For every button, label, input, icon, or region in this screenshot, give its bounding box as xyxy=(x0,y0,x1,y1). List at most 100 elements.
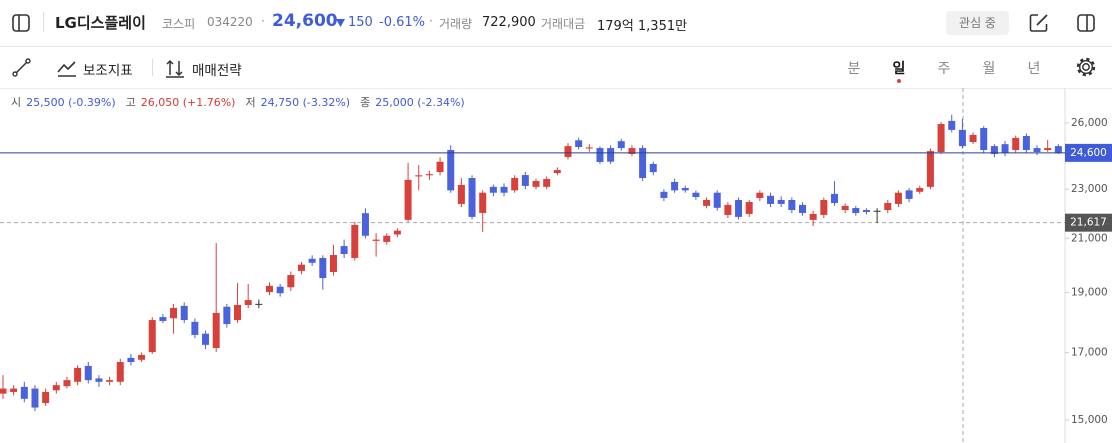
candle-body xyxy=(617,141,625,149)
candle-body xyxy=(244,300,252,306)
candle-body xyxy=(1022,136,1030,151)
info-value: 25,500 (-0.39%) xyxy=(26,96,116,109)
candle-body xyxy=(575,140,583,147)
candle-body xyxy=(830,193,838,203)
strategy-icon[interactable] xyxy=(164,57,186,79)
candle-body xyxy=(607,148,615,162)
candle-body xyxy=(63,380,71,387)
ohlc-info: 시 25,500 (-0.39%) 고 26,050 (+1.76%) 저 24,750 … xyxy=(11,94,475,110)
candle-body xyxy=(948,120,956,130)
period-tab[interactable]: 주 xyxy=(937,61,951,77)
info-label: 저 xyxy=(245,96,256,109)
y-tick-label: 19,000 xyxy=(1071,286,1108,298)
candle-body xyxy=(980,127,988,151)
down-arrow xyxy=(336,19,345,27)
y-tick-label: 26,000 xyxy=(1071,117,1108,129)
period-tab[interactable]: 월 xyxy=(982,61,996,77)
toolbar: 보조지표 매매전략 분 일 주 월 년 xyxy=(0,47,1112,89)
candle-body xyxy=(0,388,7,394)
candle-body xyxy=(404,179,412,220)
crosshair-label-bg xyxy=(1065,213,1112,232)
price: 24,600 xyxy=(272,11,338,31)
active-dot xyxy=(897,79,901,83)
candle-body xyxy=(106,380,114,382)
candle-body xyxy=(799,204,806,213)
candle-body xyxy=(10,388,18,392)
candle-body xyxy=(735,199,743,217)
info-value: 26,050 (+1.76%) xyxy=(140,96,236,109)
candle-body xyxy=(894,192,902,204)
y-tick-label: 23,000 xyxy=(1071,183,1108,195)
info-value: 25,000 (-2.34%) xyxy=(375,96,465,109)
candle-body xyxy=(340,246,348,254)
indicators-button[interactable]: 보조지표 xyxy=(83,63,133,79)
candle-body xyxy=(479,192,487,213)
candle-body xyxy=(393,230,401,235)
candle-body xyxy=(457,184,465,204)
candle-body xyxy=(447,150,455,191)
candle-body xyxy=(383,235,391,242)
amount-label: 거래대금 xyxy=(541,17,586,31)
candle-body xyxy=(745,202,753,214)
watch-button[interactable]: 관심 중 xyxy=(946,11,1009,35)
candle-body xyxy=(990,146,998,154)
edit-icon[interactable] xyxy=(1028,12,1050,34)
volume-label: 거래량 xyxy=(439,17,473,31)
candle-body xyxy=(873,210,881,212)
candle-body xyxy=(703,199,711,206)
info-label: 고 xyxy=(125,96,136,109)
candle-body xyxy=(127,357,135,363)
candle-body xyxy=(660,191,668,198)
indicator-icon[interactable] xyxy=(56,57,78,79)
stock-name: LG디스플레이 xyxy=(55,14,146,32)
code: 034220 xyxy=(207,15,253,29)
line-tool[interactable] xyxy=(11,57,33,79)
settings-icon[interactable] xyxy=(1075,56,1097,78)
price-label-bg xyxy=(1065,143,1112,162)
candle-body xyxy=(511,178,519,191)
candle-body xyxy=(713,192,721,208)
candle-body xyxy=(95,378,103,382)
candle-body xyxy=(191,321,199,335)
volume: 722,900 xyxy=(482,15,536,30)
candle-body xyxy=(937,124,945,152)
candle-body xyxy=(276,286,284,294)
candle-body xyxy=(351,224,359,258)
price-label: 24,600 xyxy=(1070,147,1107,159)
candle-body xyxy=(159,317,167,321)
strategy-button[interactable]: 매매전략 xyxy=(192,63,242,79)
candle-body xyxy=(916,188,924,192)
candle-body xyxy=(543,178,551,187)
y-tick-label: 17,000 xyxy=(1071,346,1108,358)
candle-body xyxy=(138,354,146,360)
candle-body xyxy=(415,175,423,177)
chart: 26,000 23,000 21,000 19,000 17,000 15,000 21,6… xyxy=(0,88,1112,443)
candle-body xyxy=(905,190,913,199)
info-value: 24,750 (-3.32%) xyxy=(260,96,351,109)
candle-body xyxy=(170,307,178,319)
sidebar-icon[interactable] xyxy=(11,13,31,33)
candle-body xyxy=(628,148,636,154)
candle-body xyxy=(425,174,433,176)
candle-body xyxy=(489,186,497,193)
candle-body xyxy=(777,199,785,204)
amount: 179억 1,351만 xyxy=(597,19,688,34)
candle-body xyxy=(553,170,561,173)
period-tab[interactable]: 년 xyxy=(1027,61,1041,77)
candle-body xyxy=(958,129,966,147)
period-tab[interactable]: 일 xyxy=(892,61,906,77)
y-tick-label: 21,000 xyxy=(1071,232,1108,244)
change-pct: -0.61% xyxy=(379,15,425,30)
candle-body xyxy=(767,195,775,204)
candle-body xyxy=(852,208,860,213)
candle-body xyxy=(436,161,444,173)
candle-body xyxy=(756,192,764,198)
period-tab[interactable]: 분 xyxy=(847,61,861,77)
candle-body xyxy=(329,255,337,273)
candle-body xyxy=(266,285,273,293)
candle-body xyxy=(1001,144,1009,154)
panel-icon[interactable] xyxy=(1076,13,1096,33)
candle-body xyxy=(319,257,327,279)
candle-body xyxy=(468,178,476,217)
candle-body xyxy=(649,163,657,173)
